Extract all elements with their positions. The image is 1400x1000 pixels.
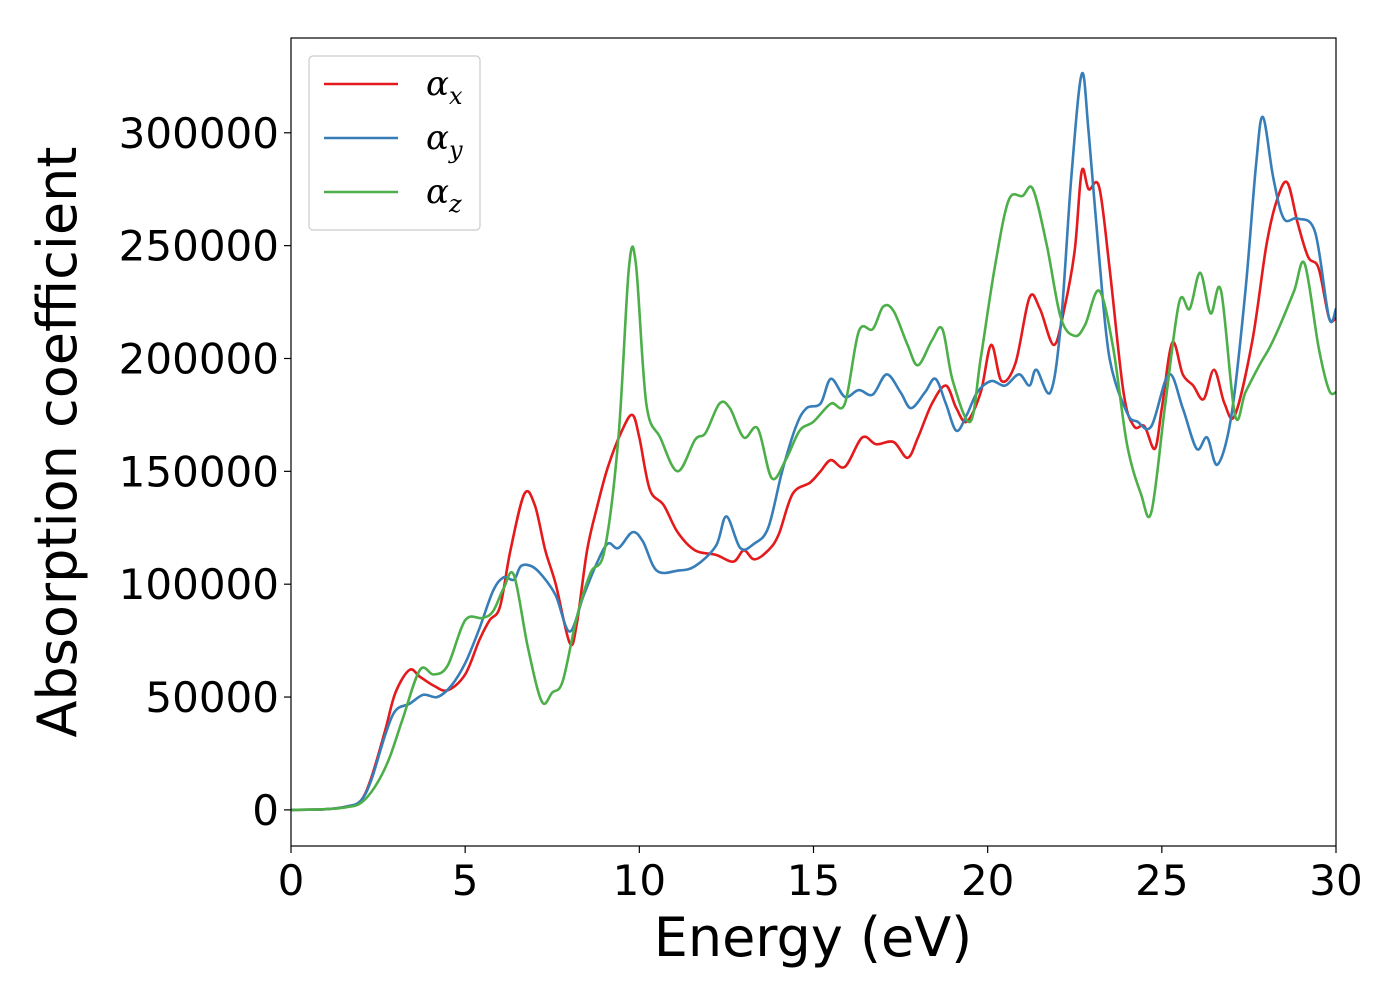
- y-tick-label: 50000: [145, 673, 279, 722]
- y-tick-label: 0: [252, 786, 279, 835]
- x-axis: 0 5 10 15 20 25 30: [278, 846, 1363, 905]
- legend-label-z: αz: [426, 172, 462, 218]
- legend-label-x: αx: [426, 64, 463, 110]
- x-tick-label: 20: [961, 856, 1014, 905]
- plot-lines: [291, 71, 1336, 812]
- series-line-z: [291, 185, 1336, 812]
- x-tick-label: 5: [452, 856, 479, 905]
- x-tick-label: 15: [787, 856, 840, 905]
- series-line-y: [291, 71, 1336, 812]
- x-tick-label: 25: [1135, 856, 1188, 905]
- x-tick-label: 10: [613, 856, 666, 905]
- y-tick-label: 250000: [119, 222, 279, 271]
- y-axis: 0 50000 100000 150000 200000 250000 300000: [119, 109, 291, 835]
- y-tick-label: 200000: [119, 334, 279, 383]
- y-tick-label: 150000: [119, 447, 279, 496]
- y-tick-label: 300000: [119, 109, 279, 158]
- x-tick-label: 0: [278, 856, 305, 905]
- legend-box: [308, 55, 481, 231]
- x-tick-label: 30: [1309, 856, 1362, 905]
- legend-label-y: αy: [426, 118, 463, 164]
- y-tick-label: 100000: [119, 560, 279, 609]
- legend: αx αy αz: [308, 55, 481, 231]
- y-axis-title: Absorption coefficient: [26, 147, 89, 738]
- x-axis-title: Energy (eV): [654, 906, 973, 969]
